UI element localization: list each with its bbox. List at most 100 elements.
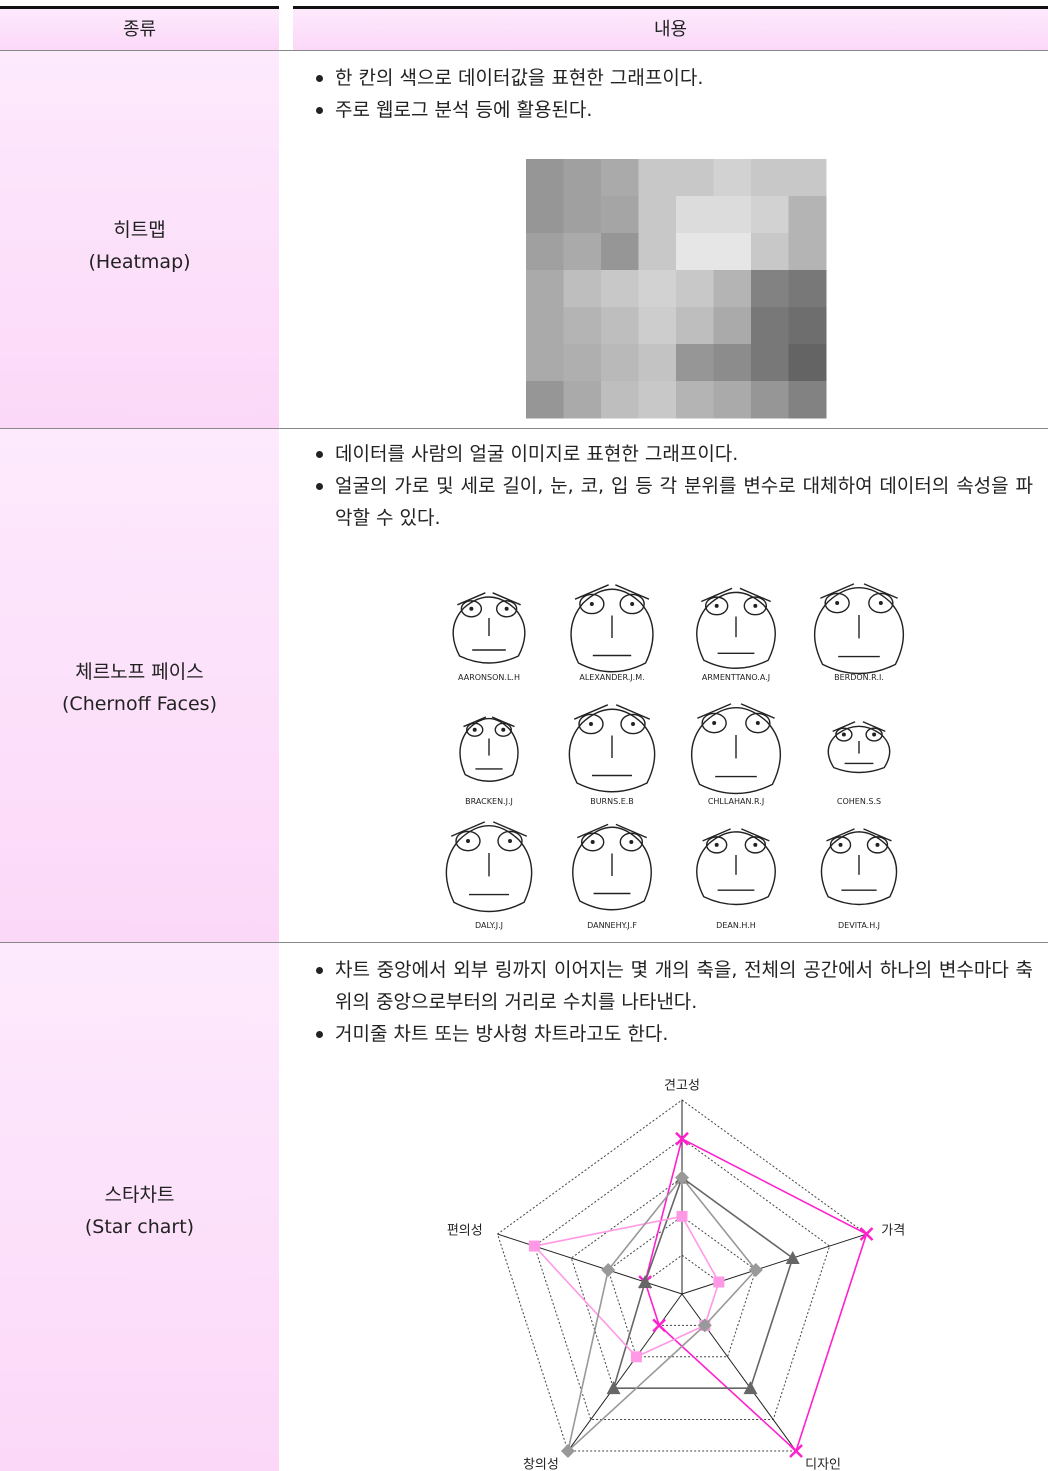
heat-cell bbox=[676, 344, 714, 382]
face-outline bbox=[827, 725, 891, 774]
heat-cell bbox=[676, 381, 714, 419]
heat-cell bbox=[751, 270, 789, 308]
bullet: 주로 웹로그 분석 등에 활용된다. bbox=[313, 94, 1033, 126]
heat-cell bbox=[601, 196, 639, 234]
eye bbox=[619, 593, 645, 615]
series-line bbox=[532, 1215, 720, 1358]
heat-cell bbox=[563, 196, 602, 234]
heat-cell bbox=[788, 307, 827, 345]
brow bbox=[863, 828, 892, 842]
face-outline bbox=[570, 588, 654, 673]
heat-cell bbox=[788, 196, 827, 234]
heat-cell bbox=[676, 159, 714, 197]
face bbox=[696, 587, 776, 669]
face bbox=[568, 704, 656, 793]
heat-cell bbox=[526, 196, 564, 234]
marker bbox=[789, 1444, 803, 1458]
eye bbox=[580, 832, 605, 852]
brow bbox=[492, 592, 521, 606]
eye bbox=[866, 836, 889, 854]
top-rule bbox=[293, 6, 1048, 9]
heat-cell bbox=[788, 233, 827, 271]
marker bbox=[748, 1263, 763, 1278]
heat-cell bbox=[526, 307, 564, 345]
marker bbox=[676, 1210, 688, 1222]
marker bbox=[697, 1318, 712, 1333]
face-outline bbox=[696, 831, 776, 906]
brow bbox=[615, 584, 650, 600]
pupil bbox=[508, 839, 513, 844]
pupil bbox=[755, 721, 760, 726]
face-label: DEAN.H.H bbox=[716, 921, 756, 930]
brow bbox=[450, 821, 486, 837]
eye bbox=[704, 596, 729, 616]
heat-cell bbox=[601, 381, 639, 419]
heat-cell bbox=[563, 307, 602, 345]
eye bbox=[744, 836, 767, 854]
pupil bbox=[875, 842, 880, 847]
eye bbox=[620, 713, 646, 735]
marker bbox=[638, 1275, 653, 1289]
face bbox=[459, 716, 519, 782]
face bbox=[570, 584, 654, 673]
bullet-text: 데이터를 사람의 얼굴 이미지로 표현한 그래프이다. bbox=[335, 443, 739, 465]
pupil bbox=[841, 732, 846, 737]
radar-axis bbox=[681, 1293, 797, 1452]
bullet-dot bbox=[316, 75, 323, 82]
face-label: DANNEHY.J.F bbox=[587, 921, 637, 930]
face-outline bbox=[690, 707, 782, 795]
eye bbox=[824, 592, 850, 614]
pupil bbox=[472, 727, 477, 732]
heat-cell bbox=[563, 381, 602, 419]
series-line bbox=[644, 1137, 868, 1453]
pupil bbox=[630, 602, 635, 607]
row-name: 체르노프 페이스 bbox=[75, 661, 204, 683]
heat-cell bbox=[713, 270, 752, 308]
face bbox=[445, 821, 533, 913]
heat-cell bbox=[638, 233, 677, 271]
heat-cell bbox=[751, 381, 789, 419]
heat-cell bbox=[526, 270, 564, 308]
heat-cell bbox=[601, 344, 639, 382]
pupil bbox=[872, 732, 877, 737]
heat-cell bbox=[526, 233, 564, 271]
pupil bbox=[714, 842, 719, 847]
pupil bbox=[590, 840, 595, 845]
eye bbox=[495, 600, 518, 618]
row-head-cell bbox=[0, 429, 279, 942]
face-label: ARMENTTANO.A.J bbox=[702, 673, 770, 682]
axis-label: 편의성 bbox=[447, 1223, 483, 1238]
eye bbox=[619, 832, 644, 852]
marker bbox=[859, 1227, 874, 1241]
face-label: BURNS.E.B bbox=[590, 797, 634, 806]
brow bbox=[577, 823, 609, 839]
header-cell: 종류 bbox=[0, 9, 279, 50]
series-line bbox=[612, 1176, 794, 1389]
heat-cell bbox=[601, 270, 639, 308]
eye bbox=[494, 722, 512, 737]
marker bbox=[652, 1318, 667, 1333]
heat-cell bbox=[676, 196, 714, 234]
face-outline bbox=[820, 831, 898, 906]
marker bbox=[675, 1170, 689, 1185]
heat-cell bbox=[638, 344, 677, 382]
marker bbox=[606, 1381, 621, 1395]
bullet-dot bbox=[316, 1031, 323, 1038]
bullet: 데이터를 사람의 얼굴 이미지로 표현한 그래프이다. bbox=[313, 438, 1033, 470]
brow bbox=[741, 828, 770, 842]
pupil bbox=[629, 840, 634, 845]
eye bbox=[868, 592, 894, 614]
radar-axis bbox=[681, 1233, 867, 1295]
face-label: BRACKEN.J.J bbox=[465, 797, 513, 806]
eye bbox=[578, 713, 604, 735]
series-line bbox=[566, 1176, 757, 1454]
heat-cell bbox=[563, 270, 602, 308]
brow bbox=[701, 587, 733, 603]
marker bbox=[560, 1443, 575, 1458]
heat-cell bbox=[751, 344, 789, 382]
pupil bbox=[589, 722, 594, 727]
brow bbox=[491, 716, 515, 728]
pupil bbox=[589, 602, 594, 607]
eye bbox=[705, 836, 728, 854]
